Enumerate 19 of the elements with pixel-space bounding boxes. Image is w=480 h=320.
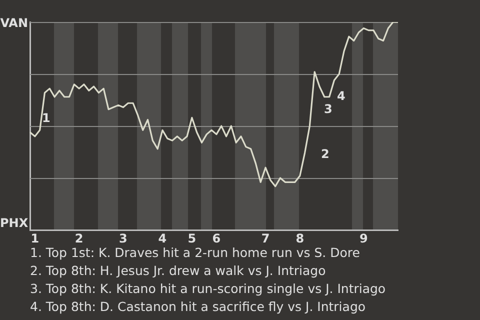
x-tick-label: 3 [119,231,128,246]
text: 2. Top 8th: H. Jesus Jr. drew a walk vs J. Intriago [30,262,327,280]
text: 1. Top 1st: K. Draves hit a 2-run home run vs S. Dore [30,244,361,262]
text: 4. Top 8th: D. Castanon hit a sacrifice fly vs J. Intriago [30,298,367,316]
annotation: 1 [42,111,50,125]
annotation: 4 [337,89,346,103]
x-tick-label: 1 [30,231,40,246]
x-tick-label: 8 [296,231,304,246]
x-tick-label: 2 [74,231,84,246]
x-tick-label: 6 [212,231,221,246]
x-tick-label: 4 [158,231,167,246]
annotation: 3 [324,102,332,116]
x-tick-label: 7 [261,231,270,246]
x-tick-label: 5 [188,231,196,246]
x-tick-label: 9 [359,231,368,246]
text: 3. Top 8th: K. Kitano hit a run-scoring single vs J. Intriago [30,280,386,298]
text: PHX [0,216,28,230]
annotation: 2 [321,147,330,161]
text: VAN [0,16,28,30]
